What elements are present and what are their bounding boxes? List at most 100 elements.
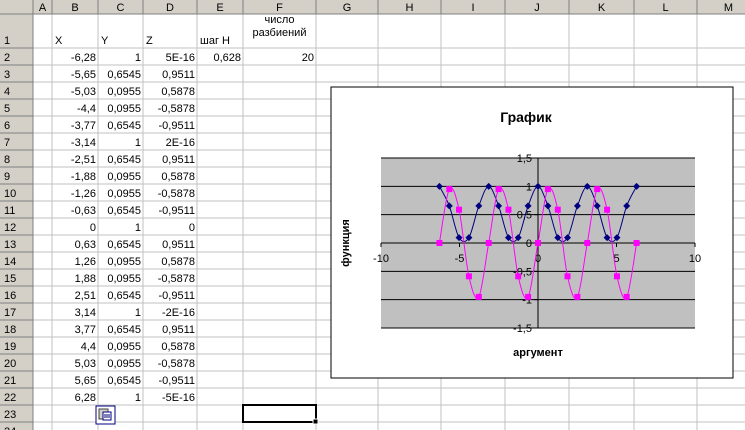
cell: -3,77 xyxy=(71,120,96,132)
header-cell: Z xyxy=(146,35,153,47)
cell: 1 xyxy=(135,392,141,404)
cell: -6,28 xyxy=(71,52,96,64)
y-tick-label: 1,5 xyxy=(517,153,532,165)
cell: -5,65 xyxy=(71,69,96,81)
row-number: 3 xyxy=(4,69,10,81)
marker xyxy=(544,186,551,193)
row-header-bar xyxy=(0,0,33,430)
row-number: 4 xyxy=(4,86,10,98)
marker xyxy=(456,206,463,213)
cell: 1 xyxy=(135,52,141,64)
row-number: 22 xyxy=(4,392,16,404)
row-number: 13 xyxy=(4,239,16,251)
cell: 3,14 xyxy=(75,307,96,319)
cell: 0,5878 xyxy=(161,86,195,98)
row-number: 14 xyxy=(4,256,16,268)
cell: -0,63 xyxy=(71,205,96,217)
x-axis-label: аргумент xyxy=(513,347,563,359)
cell: 0,0955 xyxy=(107,256,141,268)
marker xyxy=(485,240,492,246)
column-header: J xyxy=(534,2,540,14)
cell: 0,5878 xyxy=(161,256,195,268)
header-cell: Y xyxy=(101,35,109,47)
header-cell-text: число разбиений xyxy=(252,14,307,39)
cell: -1,88 xyxy=(71,171,96,183)
marker xyxy=(435,182,443,190)
row-number: 20 xyxy=(4,358,16,370)
cell: 0,0955 xyxy=(107,341,141,353)
row-number: 16 xyxy=(4,290,16,302)
row-number: 19 xyxy=(4,341,16,353)
header-cell: X xyxy=(55,35,63,47)
cell: -2,51 xyxy=(71,154,96,166)
column-header: D xyxy=(166,2,174,14)
cell: 0,6545 xyxy=(107,120,141,132)
cell: -0,9511 xyxy=(159,205,196,217)
row-number: 6 xyxy=(4,120,10,132)
cell: -0,9511 xyxy=(159,290,196,302)
cell: -0,5878 xyxy=(158,103,195,115)
marker xyxy=(633,240,640,246)
marker xyxy=(583,182,591,190)
marker xyxy=(633,182,641,190)
marker xyxy=(515,273,522,280)
cell: 0,6545 xyxy=(107,290,141,302)
marker xyxy=(455,234,463,242)
cell: 2E-16 xyxy=(166,137,195,149)
cell: 0,6545 xyxy=(107,154,141,166)
marker xyxy=(535,240,541,246)
marker xyxy=(593,202,601,210)
cell: 0,6545 xyxy=(107,375,141,387)
cell: -0,9511 xyxy=(159,375,196,387)
marker xyxy=(495,186,502,193)
cell: 0,9511 xyxy=(162,324,195,336)
fill-handle[interactable] xyxy=(312,418,319,425)
marker xyxy=(554,234,562,242)
cell: 20 xyxy=(302,52,314,64)
marker xyxy=(505,206,512,213)
marker xyxy=(544,202,552,210)
header-cell: число разбиений xyxy=(252,14,307,39)
cell: 2,51 xyxy=(75,290,96,302)
marker xyxy=(525,293,532,300)
y-tick-label: -1,5 xyxy=(513,323,532,335)
cell: 0,6545 xyxy=(107,239,141,251)
row-number: 9 xyxy=(4,171,10,183)
column-header: G xyxy=(343,2,352,14)
y-axis-label: функция xyxy=(340,219,352,267)
cell: 0,0955 xyxy=(107,103,141,115)
x-tick-label: 10 xyxy=(689,253,701,265)
cell: 0,9511 xyxy=(162,154,195,166)
cell: 0,0955 xyxy=(107,86,141,98)
column-header: E xyxy=(216,2,223,14)
column-header: K xyxy=(598,2,606,14)
column-header: I xyxy=(471,2,474,14)
column-header: H xyxy=(406,2,414,14)
marker xyxy=(603,234,611,242)
marker xyxy=(554,206,561,213)
paste-options-button[interactable] xyxy=(95,405,116,425)
row-number: 12 xyxy=(4,222,16,234)
cell: 0,9511 xyxy=(162,239,195,251)
cell: -0,9511 xyxy=(159,120,196,132)
row-number: 8 xyxy=(4,154,10,166)
row-number: 24 xyxy=(4,426,16,430)
selected-cell[interactable] xyxy=(242,404,317,423)
header-cell: шаг H xyxy=(200,35,230,47)
cell: -4,4 xyxy=(77,103,96,115)
cell: -0,5878 xyxy=(158,188,195,200)
cell: 0,6545 xyxy=(107,324,141,336)
chart[interactable]: График аргумент функция 1,510,50-0,5-1-1… xyxy=(330,86,734,379)
row-number: 23 xyxy=(4,409,16,421)
marker xyxy=(475,202,483,210)
cell: 6,28 xyxy=(75,392,96,404)
row-number: 2 xyxy=(4,52,10,64)
marker xyxy=(534,182,542,190)
marker xyxy=(613,234,621,242)
marker xyxy=(436,240,443,246)
row-number: 7 xyxy=(4,137,10,149)
cell: 5E-16 xyxy=(166,52,195,64)
cell: -2E-16 xyxy=(162,307,195,319)
marker xyxy=(514,234,522,242)
